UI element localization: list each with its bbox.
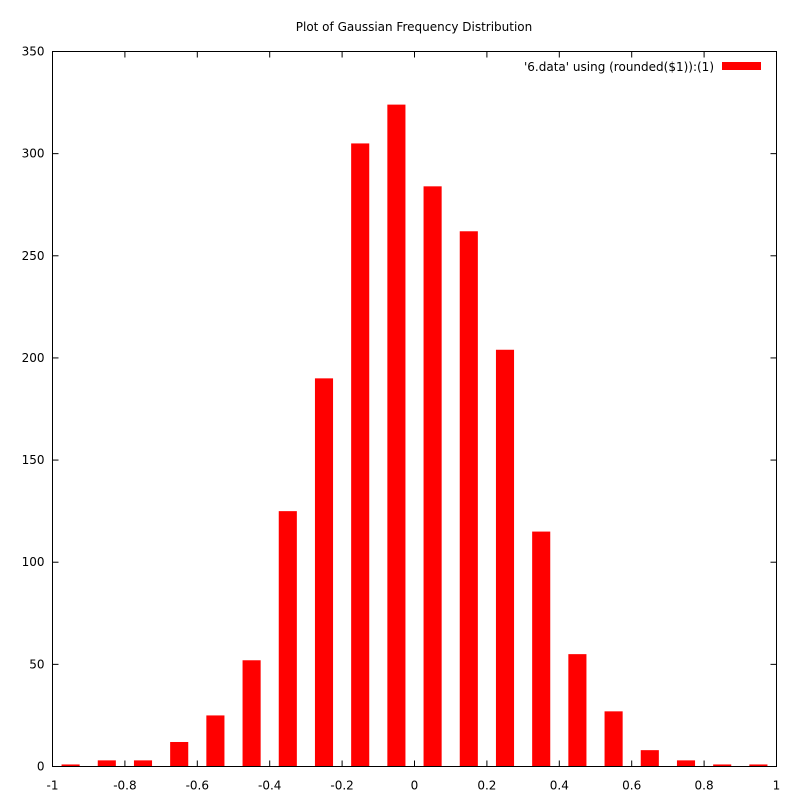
bar [749, 764, 768, 767]
y-tick-label: 50 [29, 657, 44, 671]
legend: '6.data' using (rounded($1)):(1) [524, 60, 761, 74]
x-tick-label: 0.6 [622, 779, 641, 793]
ticks-layer: -1 -0.8 -0.6 -0.4 -0.2 0 0.2 0.4 0.6 0.8 1 0 50 100 15… [22, 45, 781, 793]
bar [640, 750, 659, 767]
x-tick-label: 1 [773, 779, 781, 793]
y-tick-label: 150 [22, 453, 45, 467]
bars-layer [61, 104, 768, 767]
x-tick-label: -0.8 [113, 779, 136, 793]
bar [713, 764, 732, 767]
x-tick-label: 0.2 [477, 779, 496, 793]
x-tick-label: -0.4 [258, 779, 281, 793]
bar [278, 511, 297, 767]
bar [61, 764, 80, 767]
chart-title: Plot of Gaussian Frequency Distribution [296, 20, 533, 34]
x-tick-label: -0.2 [330, 779, 353, 793]
y-tick-label: 200 [22, 351, 45, 365]
x-tick-label: -0.6 [186, 779, 209, 793]
x-tick-label: 0.4 [550, 779, 569, 793]
legend-series-swatch [722, 62, 761, 70]
bar [423, 186, 442, 767]
bar [495, 349, 515, 767]
legend-series-label: '6.data' using (rounded($1)):(1) [524, 60, 714, 74]
bar [314, 378, 334, 767]
x-tick-label: -1 [47, 779, 59, 793]
bar [568, 654, 587, 767]
bar [351, 143, 370, 767]
y-tick-label: 350 [22, 45, 45, 59]
y-tick-label: 100 [22, 555, 45, 569]
bar [170, 741, 189, 767]
bar [242, 660, 261, 767]
bar [604, 711, 623, 767]
x-tick-label: 0.8 [695, 779, 714, 793]
x-tick-label: 0 [411, 779, 419, 793]
bar [459, 231, 478, 767]
bar [97, 760, 116, 767]
bar [206, 715, 225, 767]
y-tick-label: 300 [22, 147, 45, 161]
bar [387, 104, 406, 767]
bar [676, 760, 696, 767]
y-tick-label: 250 [22, 249, 45, 263]
bar [133, 760, 153, 767]
y-tick-label: 0 [37, 760, 45, 774]
bar [532, 531, 551, 767]
plot-frame [52, 51, 777, 767]
